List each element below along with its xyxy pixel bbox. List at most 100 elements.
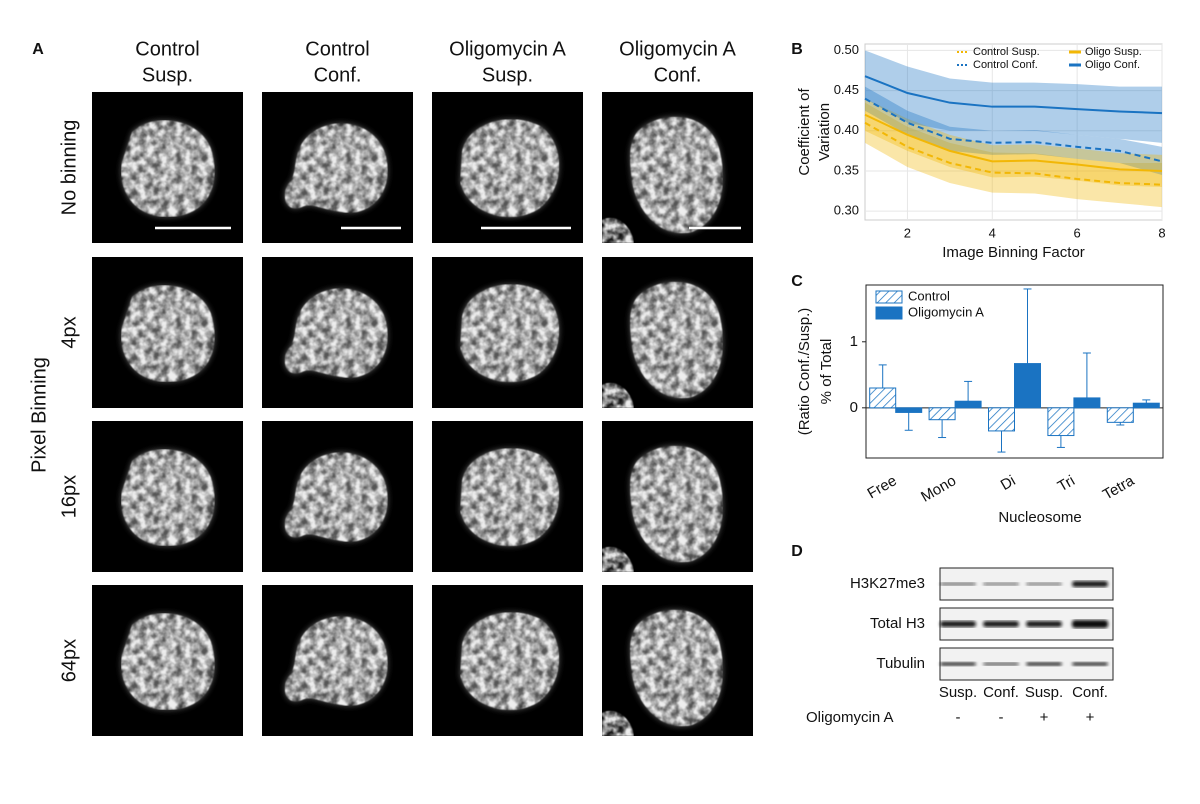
nucleus: [284, 452, 388, 542]
nucleus: [284, 123, 388, 213]
y-tick-label: 0.50: [834, 42, 859, 57]
nucleus: [284, 616, 388, 706]
legend-swatch: [875, 290, 903, 304]
micrograph: [432, 257, 583, 408]
nucleus: [460, 284, 560, 383]
lane-label: Susp.: [939, 684, 977, 701]
nucleus: [460, 119, 560, 218]
legend-label: Control Conf.: [973, 59, 1038, 71]
micrograph: [432, 585, 583, 736]
bar: [1106, 407, 1134, 423]
x-tick-label: 2: [904, 225, 911, 240]
nucleus: [121, 613, 215, 710]
column-header: Susp.: [142, 64, 193, 86]
row-axis-title: Pixel Binning: [28, 357, 50, 473]
x-axis-label: Image Binning Factor: [942, 244, 1085, 261]
micrograph: [432, 421, 583, 572]
legend-label: Oligo Susp.: [1085, 46, 1142, 58]
series-line: [864, 113, 1163, 172]
micrograph: [92, 257, 243, 408]
legend-swatch: [875, 306, 903, 320]
blot-band: [983, 621, 1019, 627]
treatment-value: +: [1040, 709, 1049, 726]
bar: [954, 400, 982, 409]
neighbor-cell: [602, 382, 634, 408]
column-header: Conf.: [654, 64, 702, 86]
treatment-value: +: [1086, 709, 1095, 726]
x-tick-label: 6: [1074, 225, 1081, 240]
micrograph: [262, 585, 413, 736]
column-header: Conf.: [314, 64, 362, 86]
plot-background: [864, 43, 1163, 221]
nucleus: [460, 612, 560, 711]
micrograph: [602, 421, 753, 572]
row-label: 16px: [58, 475, 80, 518]
lane-label: Conf.: [983, 684, 1019, 701]
legend-label: Control: [908, 288, 950, 303]
y-axis-label: % of Total: [818, 339, 835, 405]
y-tick-label: 0: [850, 399, 858, 416]
blot-band: [983, 582, 1019, 586]
y-tick-label: 0.45: [834, 82, 859, 97]
panel-label: B: [791, 41, 803, 58]
panel-label: D: [791, 543, 803, 560]
nucleus: [460, 448, 560, 547]
bar: [1073, 397, 1101, 409]
row-label: 64px: [58, 639, 80, 682]
bar: [988, 407, 1015, 432]
blot-band: [940, 621, 976, 627]
confidence-band: [865, 50, 1162, 143]
column-header: Oligomycin A: [619, 38, 736, 60]
x-tick-label: 4: [989, 225, 996, 240]
blot-row-label: Tubulin: [876, 655, 925, 672]
row-label: 4px: [58, 316, 80, 348]
blot-band: [940, 582, 976, 586]
blot-row-label: Total H3: [870, 615, 925, 632]
x-tick-label: Mono: [918, 472, 959, 505]
column-header: Control: [305, 38, 369, 60]
y-tick-label: 0.40: [834, 122, 859, 137]
nucleus: [629, 445, 723, 563]
x-tick-label: Tri: [1055, 472, 1078, 495]
x-tick-label: Tetra: [1100, 472, 1138, 504]
confidence-band: [865, 102, 1162, 208]
x-tick-label: Di: [998, 472, 1019, 494]
y-axis-label: Variation: [816, 103, 833, 161]
lane-label: Conf.: [1072, 684, 1108, 701]
micrograph: [602, 585, 753, 736]
nucleus: [121, 449, 215, 546]
legend-label: Oligo Conf.: [1085, 59, 1140, 71]
treatment-value: -: [956, 709, 961, 726]
micrograph: [92, 585, 243, 736]
x-tick-label: 8: [1158, 225, 1165, 240]
micrograph: [262, 257, 413, 408]
micrograph: [92, 92, 243, 243]
column-header: Susp.: [482, 64, 533, 86]
nucleus: [629, 609, 723, 727]
lane-label: Susp.: [1025, 684, 1063, 701]
bar: [869, 387, 897, 409]
bar: [1047, 407, 1075, 437]
micrograph: [262, 92, 413, 243]
blot-row-label: H3K27me3: [850, 575, 925, 592]
blot-band: [1026, 621, 1062, 627]
panel-label: A: [32, 41, 44, 58]
micrograph: [602, 257, 753, 408]
blot-band: [1072, 662, 1108, 666]
y-tick-label: 1: [850, 333, 858, 350]
x-axis-label: Nucleosome: [998, 509, 1081, 526]
micrograph: [602, 92, 753, 243]
nucleus: [629, 281, 723, 399]
row-label: No binning: [58, 120, 80, 216]
blot-band: [1026, 662, 1062, 666]
column-header: Oligomycin A: [449, 38, 566, 60]
neighbor-cell: [602, 217, 634, 243]
confidence-band: [865, 86, 1162, 175]
micrograph: [262, 421, 413, 572]
blot-band: [1026, 582, 1062, 586]
legend-label: Oligomycin A: [908, 304, 984, 319]
neighbor-cell: [602, 546, 634, 572]
series-line: [864, 75, 1163, 115]
panel-label: C: [791, 273, 803, 290]
